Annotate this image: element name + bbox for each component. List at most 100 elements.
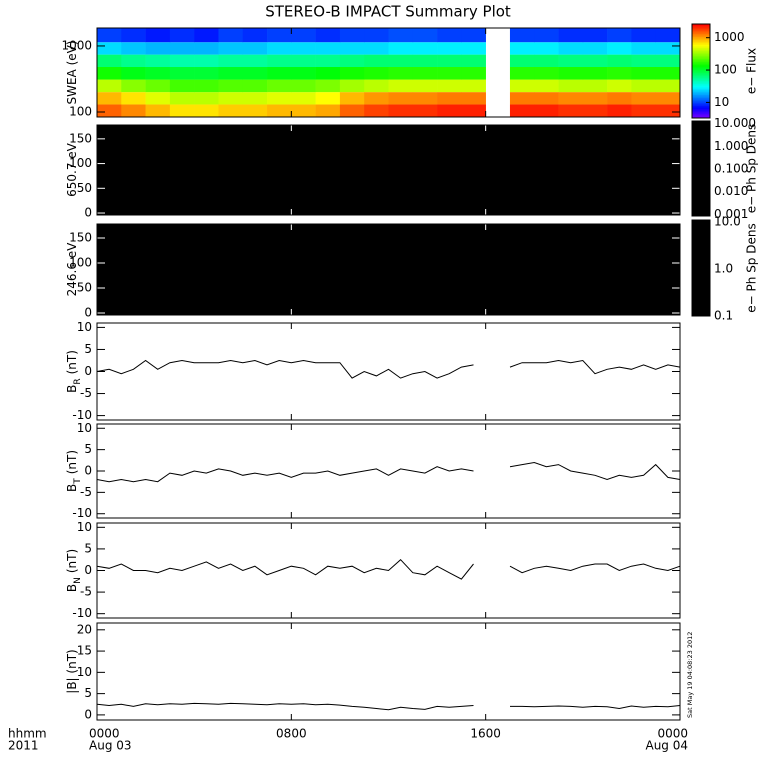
heatmap-cell xyxy=(364,92,389,105)
heatmap-cell xyxy=(437,92,462,105)
heatmap-cell xyxy=(607,28,632,43)
heatmap-cell xyxy=(267,28,292,43)
heatmap-cell xyxy=(339,92,365,105)
colorbar-step xyxy=(692,105,710,108)
colorbar-step xyxy=(692,83,710,86)
colorbar-step xyxy=(692,97,710,100)
heatmap-cell xyxy=(631,54,657,68)
heatmap-cell xyxy=(655,42,681,55)
colorbar-step xyxy=(692,33,710,36)
heatmap-cell xyxy=(388,67,414,80)
data-line xyxy=(96,559,681,580)
heatmap-cell xyxy=(364,28,389,43)
colorbar-step xyxy=(692,75,710,78)
heatmap-cell xyxy=(412,104,438,117)
colorbar-step xyxy=(692,61,710,64)
heatmap-cell xyxy=(194,104,219,117)
heatmap-cell xyxy=(582,67,608,80)
colorbar-label: e− Ph Sp Dens xyxy=(745,223,759,312)
heatmap-cell xyxy=(145,92,171,105)
heatmap-cell xyxy=(97,79,122,93)
heatmap-cell xyxy=(437,42,462,55)
heatmap-cell xyxy=(461,67,486,80)
y-tick-label: -10 xyxy=(72,606,92,620)
heatmap-cell xyxy=(534,42,559,55)
heatmap-cell xyxy=(121,28,146,43)
heatmap-cell xyxy=(631,67,657,80)
heatmap-cell xyxy=(291,67,316,80)
panel-frame xyxy=(96,423,681,519)
colorbar-tick-label: 10 xyxy=(714,95,729,109)
heatmap-cell xyxy=(218,42,244,55)
y-tick-label: 150 xyxy=(69,131,92,145)
colorbar-step xyxy=(692,64,710,67)
heatmap-cell xyxy=(291,92,316,105)
heatmap-cell xyxy=(364,79,389,93)
colorbar-step xyxy=(692,53,710,56)
heatmap-cell xyxy=(364,67,389,80)
colorbar-frame xyxy=(691,23,711,119)
heatmap-cell xyxy=(121,67,146,80)
colorbar-step xyxy=(692,114,710,117)
heatmap-cell xyxy=(558,67,584,80)
y-tick-label: 0 xyxy=(84,563,92,577)
heatmap-cell xyxy=(267,42,292,55)
heatmap-cell xyxy=(218,92,244,105)
heatmap-cell xyxy=(607,67,632,80)
heatmap-cell xyxy=(242,79,268,93)
heatmap-cell xyxy=(582,92,608,105)
heatmap-cell xyxy=(242,28,268,43)
heatmap-cell xyxy=(437,104,462,117)
heatmap-cell xyxy=(145,67,171,80)
heatmap-cell xyxy=(509,79,535,93)
y-tick-label: 100 xyxy=(69,104,92,118)
heatmap-cell xyxy=(218,79,244,93)
heatmap-cell xyxy=(558,42,584,55)
heatmap-cell xyxy=(218,28,244,43)
y-tick-label: 100 xyxy=(69,256,92,270)
colorbar-step xyxy=(692,41,710,44)
y-label-main: SWEA (eV) xyxy=(65,40,79,104)
heatmap-cell xyxy=(242,42,268,55)
data-line xyxy=(96,359,681,379)
heatmap-cell xyxy=(169,92,195,105)
heatmap-cell xyxy=(461,42,486,55)
heatmap-cell xyxy=(291,28,316,43)
heatmap-cell xyxy=(437,79,462,93)
heatmap-cell xyxy=(607,54,632,68)
y-tick-label: 15 xyxy=(77,644,92,658)
colorbar-step xyxy=(692,71,710,74)
y-label-main: B xyxy=(65,584,79,592)
y-axis-label: SWEA (eV) xyxy=(65,40,79,104)
panel-frame xyxy=(96,622,681,721)
heatmap-cell xyxy=(631,79,657,93)
heatmap-cell xyxy=(315,28,341,43)
x-tick-label: 1600 xyxy=(470,727,501,741)
y-label-main: 246.6 eV xyxy=(65,242,79,297)
heatmap-cell xyxy=(339,42,365,55)
y-tick-label: 10 xyxy=(77,665,92,679)
panel-background xyxy=(97,224,680,315)
heatmap-cell xyxy=(315,67,341,80)
heatmap-cell xyxy=(558,92,584,105)
colorbar-step xyxy=(692,58,710,61)
colorbar-step xyxy=(692,42,710,45)
y-label-sub: T xyxy=(73,478,83,485)
y-axis-label: 246.6 eV xyxy=(65,242,79,297)
y-label-gap: (nT) xyxy=(65,350,79,374)
y-tick-label: 50 xyxy=(77,181,92,195)
y-tick-label: -5 xyxy=(80,585,92,599)
heatmap-cell xyxy=(631,104,657,117)
heatmap-cell xyxy=(509,42,535,55)
y-label-sub: R xyxy=(73,378,83,384)
heatmap-cell xyxy=(461,28,486,43)
y-tick-label: 5 xyxy=(84,686,92,700)
heatmap-cell xyxy=(242,92,268,105)
heatmap-cell xyxy=(631,42,657,55)
heatmap-cell xyxy=(267,67,292,80)
plot-title: STEREO-B IMPACT Summary Plot xyxy=(265,3,511,21)
colorbar-step xyxy=(692,113,710,116)
heatmap-cell xyxy=(267,92,292,105)
heatmap-cell xyxy=(315,42,341,55)
colorbar-step xyxy=(692,100,710,103)
